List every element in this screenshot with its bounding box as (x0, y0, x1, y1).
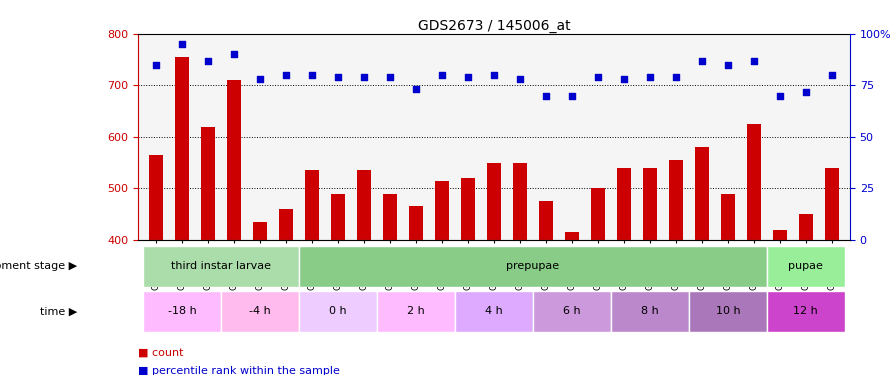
Point (227, 51, 241, 57)
Text: 6 h: 6 h (563, 306, 580, 316)
Bar (747, 124, 761, 240)
Point (461, 74, 475, 80)
Text: 12 h: 12 h (793, 306, 818, 316)
Bar (513, 163, 527, 240)
Bar (767, 246, 845, 287)
Point (773, 93, 787, 99)
Bar (221, 291, 299, 332)
Point (643, 74, 657, 80)
Point (747, 57, 761, 63)
Point (591, 74, 605, 80)
Bar (643, 168, 657, 240)
Text: ■ percentile rank within the sample: ■ percentile rank within the sample (138, 366, 340, 375)
Point (668, 74, 683, 80)
Bar (617, 168, 631, 240)
Bar (668, 160, 683, 240)
Point (331, 74, 345, 80)
Text: 4 h: 4 h (485, 306, 503, 316)
Point (825, 72, 839, 78)
Bar (487, 163, 501, 240)
Bar (331, 194, 345, 240)
Point (201, 57, 215, 63)
Bar (773, 230, 787, 240)
Point (617, 76, 631, 82)
Bar (299, 291, 377, 332)
Bar (383, 194, 397, 240)
Point (149, 62, 163, 68)
Text: 10 h: 10 h (716, 306, 740, 316)
Text: third instar larvae: third instar larvae (171, 261, 271, 271)
Point (305, 72, 320, 78)
Bar (201, 127, 215, 240)
Bar (591, 188, 605, 240)
Bar (143, 246, 299, 287)
Point (565, 93, 579, 99)
Bar (377, 291, 455, 332)
Point (409, 87, 423, 93)
Text: -4 h: -4 h (249, 306, 271, 316)
Text: ■ count: ■ count (138, 348, 183, 357)
Bar (253, 222, 267, 240)
Bar (689, 291, 767, 332)
Bar (357, 170, 371, 240)
Bar (695, 147, 709, 240)
Title: GDS2673 / 145006_at: GDS2673 / 145006_at (417, 19, 570, 33)
Point (253, 76, 267, 82)
Bar (825, 168, 839, 240)
Point (695, 57, 709, 63)
Text: 8 h: 8 h (641, 306, 659, 316)
Text: -18 h: -18 h (167, 306, 197, 316)
Point (435, 72, 449, 78)
Text: prepupae: prepupae (506, 261, 560, 271)
Point (538, 93, 553, 99)
Point (721, 62, 735, 68)
Point (383, 74, 397, 80)
Point (487, 72, 501, 78)
Bar (455, 291, 533, 332)
Point (279, 72, 293, 78)
Bar (279, 209, 293, 240)
Bar (299, 246, 767, 287)
Point (798, 88, 813, 94)
Bar (538, 201, 553, 240)
Bar (435, 181, 449, 240)
Bar (175, 57, 190, 240)
Text: development stage ▶: development stage ▶ (0, 261, 77, 271)
Bar (227, 80, 241, 240)
Point (513, 76, 527, 82)
Bar (767, 291, 845, 332)
Bar (409, 207, 423, 240)
Bar (533, 291, 611, 332)
Text: 2 h: 2 h (407, 306, 425, 316)
Text: time ▶: time ▶ (40, 306, 77, 316)
Bar (565, 232, 579, 240)
Text: 0 h: 0 h (329, 306, 347, 316)
Bar (611, 291, 689, 332)
Bar (461, 178, 475, 240)
Point (175, 41, 190, 47)
Bar (305, 170, 320, 240)
Bar (143, 291, 221, 332)
Bar (798, 214, 813, 240)
Bar (149, 155, 163, 240)
Point (357, 74, 371, 80)
Text: pupae: pupae (789, 261, 823, 271)
Bar (721, 194, 735, 240)
